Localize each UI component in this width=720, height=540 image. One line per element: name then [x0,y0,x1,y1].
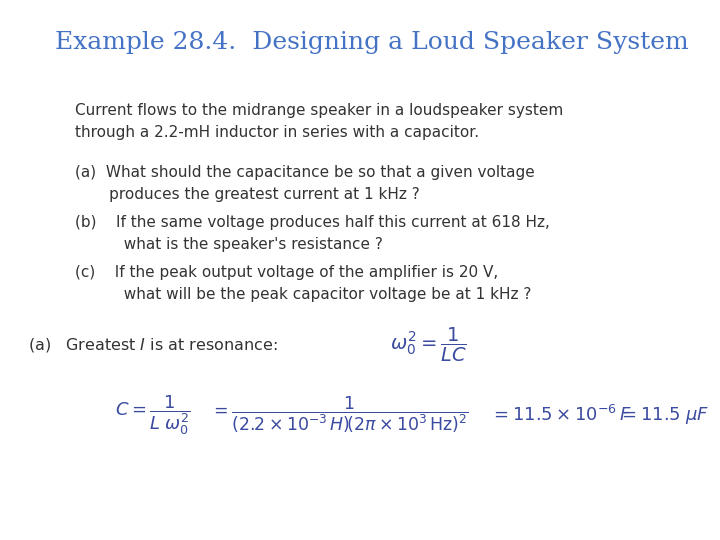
Text: $= \dfrac{1}{\left(2.2\times10^{-3}\,H\right)\!\left(2\pi\times10^{3}\,\mathrm{H: $= \dfrac{1}{\left(2.2\times10^{-3}\,H\r… [210,395,469,435]
Text: (a)   Greatest $I$ is at resonance:: (a) Greatest $I$ is at resonance: [28,336,278,354]
Text: (a)  What should the capacitance be so that a given voltage
       produces the : (a) What should the capacitance be so th… [75,165,535,202]
Text: Current flows to the midrange speaker in a loudspeaker system
through a 2.2-mH i: Current flows to the midrange speaker in… [75,103,563,140]
Text: (b)    If the same voltage produces half this current at 618 Hz,
          what : (b) If the same voltage produces half th… [75,215,550,252]
Text: Example 28.4.  Designing a Loud Speaker System: Example 28.4. Designing a Loud Speaker S… [55,30,688,53]
Text: $= 11.5\times10^{-6}\,F$: $= 11.5\times10^{-6}\,F$ [490,405,632,425]
Text: $= 11.5\;\mu F$: $= 11.5\;\mu F$ [618,404,709,426]
Text: $C = \dfrac{1}{L\;\omega_0^2}$: $C = \dfrac{1}{L\;\omega_0^2}$ [115,393,191,437]
Text: $\omega_0^2 = \dfrac{1}{LC}$: $\omega_0^2 = \dfrac{1}{LC}$ [390,326,467,364]
Text: (c)    If the peak output voltage of the amplifier is 20 V,
          what will : (c) If the peak output voltage of the am… [75,265,531,302]
